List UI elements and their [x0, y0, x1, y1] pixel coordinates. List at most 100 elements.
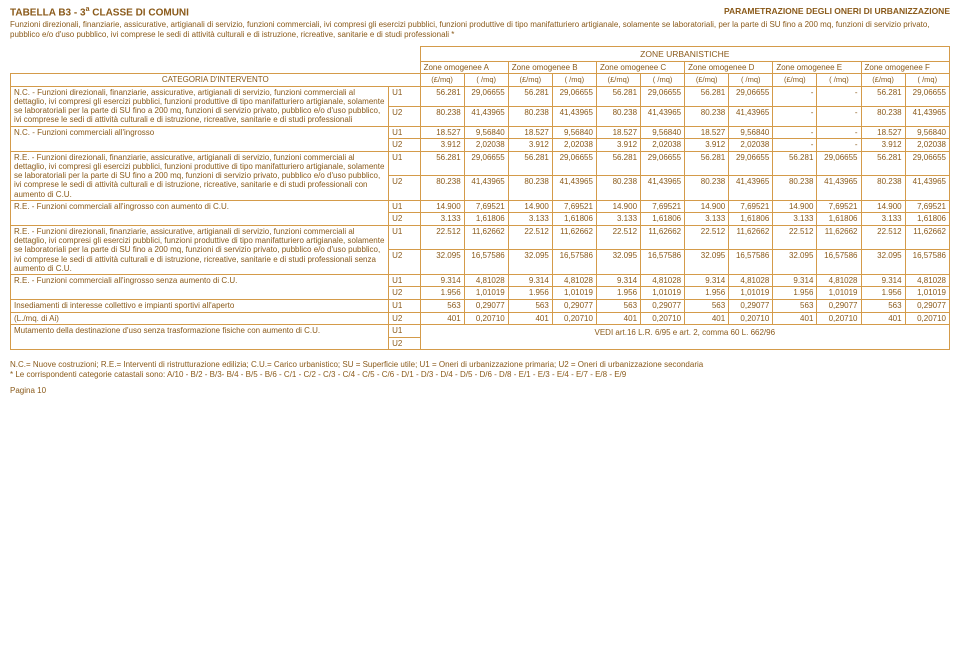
value-cell: 1.956	[596, 287, 640, 300]
value-cell: 7,69521	[905, 200, 949, 213]
value-cell: 29,06655	[905, 151, 949, 175]
unit-euro: ( /mq)	[817, 74, 861, 87]
value-cell: 0,29077	[905, 300, 949, 313]
value-cell: 41,43965	[464, 106, 508, 126]
value-cell: 401	[596, 312, 640, 325]
value-cell: 16,57586	[905, 250, 949, 274]
value-cell: 56.281	[420, 86, 464, 106]
category-header: CATEGORIA D'INTERVENTO	[11, 74, 421, 87]
value-cell: 80.238	[685, 106, 729, 126]
unit-euro: ( /mq)	[552, 74, 596, 87]
value-cell: 41,43965	[552, 106, 596, 126]
value-cell: 9,56840	[552, 126, 596, 139]
value-cell: 80.238	[596, 106, 640, 126]
value-cell: 563	[773, 300, 817, 313]
value-cell: 80.238	[420, 176, 464, 200]
value-cell: -	[817, 126, 861, 139]
value-cell: 1.956	[508, 287, 552, 300]
value-cell: 32.095	[420, 250, 464, 274]
value-cell: 32.095	[508, 250, 552, 274]
value-cell: 14.900	[773, 200, 817, 213]
row-code: U1	[389, 325, 421, 338]
category-label: R.E. - Funzioni commerciali all'ingrosso…	[11, 274, 389, 299]
value-cell: 9,56840	[641, 126, 685, 139]
category-label: Insediamenti di interesse collettivo e i…	[11, 300, 389, 313]
value-cell: 3.912	[420, 139, 464, 152]
value-cell: 16,57586	[552, 250, 596, 274]
row-code: U1	[389, 126, 421, 139]
value-cell: 1.956	[861, 287, 905, 300]
value-cell: 14.900	[508, 200, 552, 213]
value-cell: 0,20710	[464, 312, 508, 325]
value-cell: 29,06655	[641, 151, 685, 175]
value-cell: -	[817, 106, 861, 126]
value-cell: 56.281	[596, 151, 640, 175]
value-cell: 4,81028	[817, 274, 861, 287]
value-cell: 41,43965	[641, 176, 685, 200]
value-cell: 401	[861, 312, 905, 325]
value-cell: 3.912	[685, 139, 729, 152]
value-cell: 41,43965	[641, 106, 685, 126]
value-cell: 4,81028	[464, 274, 508, 287]
value-cell: 29,06655	[641, 86, 685, 106]
value-cell: 2,02038	[464, 139, 508, 152]
value-cell: 16,57586	[729, 250, 773, 274]
row-code: U2	[389, 337, 421, 350]
value-cell: 401	[773, 312, 817, 325]
value-cell: 14.900	[685, 200, 729, 213]
value-cell: 3.912	[861, 139, 905, 152]
value-cell: 4,81028	[552, 274, 596, 287]
value-cell: 4,81028	[905, 274, 949, 287]
value-cell: 41,43965	[552, 176, 596, 200]
value-cell: 32.095	[773, 250, 817, 274]
value-cell: 1.956	[773, 287, 817, 300]
value-cell: 4,81028	[729, 274, 773, 287]
value-cell: 32.095	[685, 250, 729, 274]
zone-header-4: Zone omogenee E	[773, 61, 861, 74]
value-cell: 9.314	[508, 274, 552, 287]
value-cell: 401	[420, 312, 464, 325]
value-cell: 1.956	[685, 287, 729, 300]
unit-lira: (£/mq)	[773, 74, 817, 87]
value-cell: 80.238	[861, 176, 905, 200]
value-cell: 0,20710	[905, 312, 949, 325]
unit-euro: ( /mq)	[729, 74, 773, 87]
title-prefix: TABELLA B3 - 3	[10, 7, 86, 18]
value-cell: 563	[596, 300, 640, 313]
zone-header-3: Zone omogenee D	[685, 61, 773, 74]
row-code: U2	[389, 176, 421, 200]
value-cell: 3.133	[508, 213, 552, 226]
value-cell: 18.527	[861, 126, 905, 139]
value-cell: 563	[420, 300, 464, 313]
value-cell: 401	[508, 312, 552, 325]
value-cell: 1,01019	[905, 287, 949, 300]
value-cell: 11,62662	[464, 225, 508, 249]
row-code: U1	[389, 300, 421, 313]
value-cell: 563	[685, 300, 729, 313]
value-cell: -	[773, 126, 817, 139]
value-cell: 7,69521	[817, 200, 861, 213]
row-code: U2	[389, 213, 421, 226]
category-label: N.C. - Funzioni direzionali, finanziarie…	[11, 86, 389, 126]
value-cell: 1,01019	[552, 287, 596, 300]
value-cell: 11,62662	[552, 225, 596, 249]
value-cell: 41,43965	[905, 106, 949, 126]
value-cell: -	[817, 139, 861, 152]
unit-lira: (£/mq)	[861, 74, 905, 87]
value-cell: 22.512	[685, 225, 729, 249]
value-cell: 41,43965	[464, 176, 508, 200]
value-cell: 56.281	[596, 86, 640, 106]
value-cell: 56.281	[508, 151, 552, 175]
row-code: U1	[389, 200, 421, 213]
value-cell: 22.512	[773, 225, 817, 249]
value-cell: 41,43965	[817, 176, 861, 200]
value-cell: 18.527	[420, 126, 464, 139]
value-cell: 32.095	[861, 250, 905, 274]
value-cell: 0,20710	[641, 312, 685, 325]
value-cell: 80.238	[508, 176, 552, 200]
category-label: N.C. - Funzioni commerciali all'ingrosso	[11, 126, 389, 151]
value-cell: 29,06655	[729, 151, 773, 175]
value-cell: 9.314	[420, 274, 464, 287]
value-cell: 1,01019	[729, 287, 773, 300]
value-cell: 1,01019	[641, 287, 685, 300]
